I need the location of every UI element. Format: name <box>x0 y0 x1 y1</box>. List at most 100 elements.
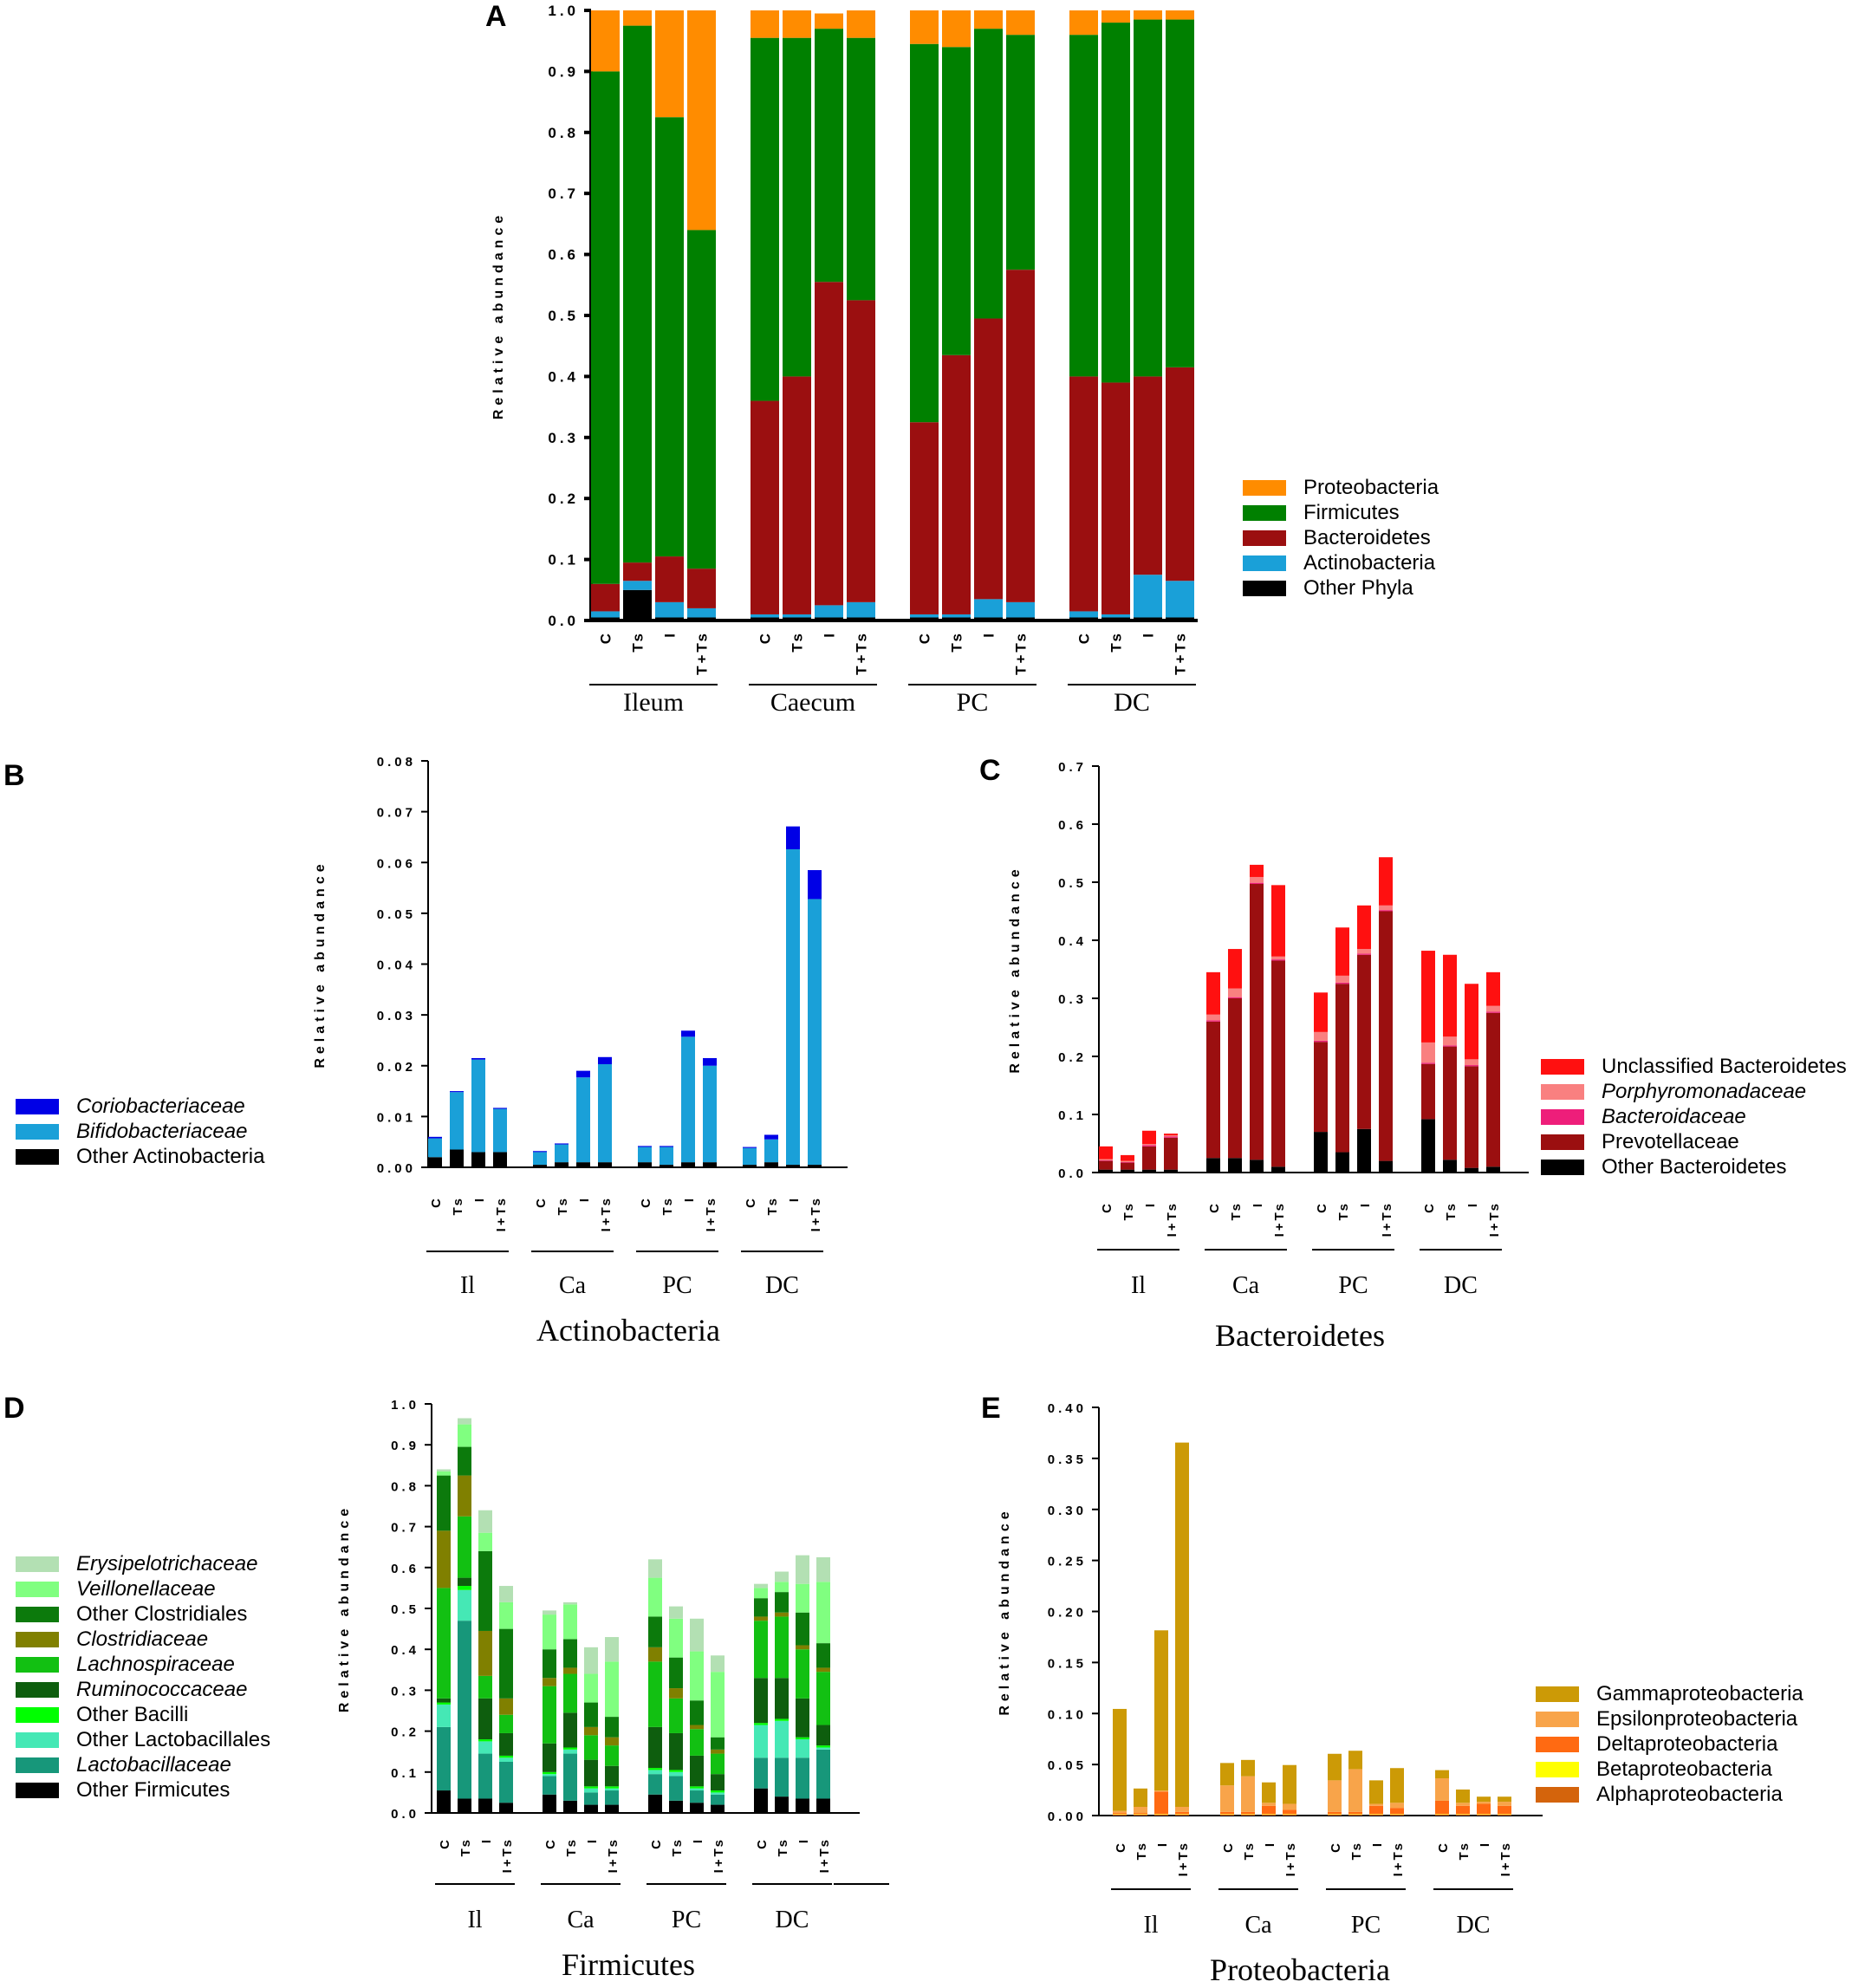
bar-segment-veillonellaceae <box>605 1661 619 1718</box>
bar-segment-bacteroidaceae <box>1357 953 1371 955</box>
bar-segment-other-phyla <box>1134 617 1162 620</box>
bar-segment-lachnospiraceae <box>437 1588 451 1699</box>
bar-segment-other-bacilli <box>543 1771 556 1775</box>
x-category-label: Ts <box>790 631 806 653</box>
bar-segment-prevotellaceae <box>1228 998 1242 1159</box>
legend-label: Actinobacteria <box>1303 550 1436 575</box>
bar-segment-veillonellaceae <box>563 1604 577 1640</box>
bar-segment-bifidobacteriaceae <box>428 1138 442 1158</box>
bar-segment-unclassified-bacteroidetes <box>1271 885 1285 957</box>
bar-segment-erysipelotrichaceae <box>584 1647 598 1674</box>
legend-item: Porphyromonadaceae <box>1541 1079 1847 1104</box>
bar-segment-epsilonproteobacteria <box>1328 1780 1342 1812</box>
bar-segment-betaproteobacteria <box>1390 1814 1404 1815</box>
bar-segment-other-phyla <box>783 617 811 620</box>
bar-segment-other-actinobacteria <box>638 1162 652 1167</box>
bar-segment-gammaproteobacteria <box>1348 1751 1362 1770</box>
bar-segment-erysipelotrichaceae <box>543 1610 556 1615</box>
bar-segment-ruminococcaceae <box>478 1698 492 1740</box>
bar-segment-lachnospiraceae <box>775 1616 789 1679</box>
bar-segment-other-actinobacteria <box>660 1165 673 1167</box>
legend-item: Alphaproteobacteria <box>1536 1782 1803 1807</box>
bar-segment-deltaproteobacteria <box>1134 1813 1147 1815</box>
bar-segment-other-bacilli <box>437 1702 451 1705</box>
legend-swatch <box>1536 1686 1579 1702</box>
legend-swatch <box>16 1731 59 1748</box>
bar-segment-lactobacillaceae <box>605 1790 619 1805</box>
bar-segment-gammaproteobacteria <box>1283 1764 1296 1804</box>
bar-segment-actinobacteria <box>687 607 716 618</box>
bar-segment-other-bacilli <box>796 1737 809 1740</box>
bar-segment-firmicutes <box>815 29 843 283</box>
bar-segment-alphaproteobacteria <box>1348 1814 1362 1816</box>
bar-segment-lactobacillaceae <box>563 1753 577 1801</box>
x-category-label: Ts <box>949 631 965 653</box>
bar-segment-ruminococcaceae <box>754 1678 768 1724</box>
x-category-label: Ts <box>1457 1841 1472 1860</box>
x-category-label: I+Ts <box>500 1837 515 1873</box>
bar-segment-coriobacteriaceae <box>576 1070 590 1078</box>
bar-segment-other-actinobacteria <box>598 1162 612 1167</box>
y-tick-label: 0.15 <box>1048 1656 1087 1671</box>
bar-segment-proteobacteria <box>623 10 652 26</box>
bar-segment-clostridiaceae <box>584 1726 598 1736</box>
bar-segment-actinobacteria <box>847 601 875 618</box>
bar-segment-coriobacteriaceae <box>555 1143 569 1145</box>
y-tick-label: 0.00 <box>377 1161 416 1176</box>
bar-segment-bacteroidetes <box>591 583 620 612</box>
x-category-label: C <box>757 631 774 644</box>
bar-segment-lactobacillaceae <box>775 1757 789 1797</box>
bar-segment-alphaproteobacteria <box>1283 1814 1296 1816</box>
x-group-label: PC <box>1351 1912 1381 1939</box>
bar-segment-coriobacteriaceae <box>638 1146 652 1147</box>
bar-segment-firmicutes <box>1134 19 1162 377</box>
bar-segment-firmicutes <box>751 37 779 401</box>
y-tick-label: 0.6 <box>548 247 579 263</box>
bar-segment-coriobacteriaceae <box>533 1151 547 1153</box>
bar-segment-other-lactobacillales <box>754 1725 768 1758</box>
legend-item: Bacteroidaceae <box>1541 1104 1847 1129</box>
bar-segment-other-firmicutes <box>584 1804 598 1813</box>
bar-segment-other-clostridiales <box>584 1702 598 1727</box>
bar-segment-other-bacteroidetes <box>1421 1119 1435 1173</box>
x-category-label: I <box>787 1196 802 1202</box>
bar-segment-other-clostridiales <box>605 1717 619 1738</box>
y-axis-label: Relative abundance <box>491 211 506 419</box>
bar-segment-other-actinobacteria <box>555 1162 569 1167</box>
legend-label: Proteobacteria <box>1303 475 1439 499</box>
y-tick-label: 0.10 <box>1048 1707 1087 1722</box>
legend-label: Gammaproteobacteria <box>1596 1681 1803 1705</box>
bar-segment-bacteroidetes <box>1006 270 1035 602</box>
y-tick-label: 0.03 <box>377 1009 416 1023</box>
bar-segment-epsilonproteobacteria <box>1348 1769 1362 1812</box>
bar-segment-epsilonproteobacteria <box>1134 1806 1147 1814</box>
legend-label: Veillonellaceae <box>76 1576 216 1601</box>
bar-segment-lachnospiraceae <box>605 1745 619 1766</box>
legend-item: Unclassified Bacteroidetes <box>1541 1054 1847 1079</box>
legend-item: Other Lactobacillales <box>16 1727 270 1752</box>
legend-label: Epsilonproteobacteria <box>1596 1706 1798 1731</box>
bar-segment-alphaproteobacteria <box>1477 1814 1491 1816</box>
bar-segment-other-phyla <box>623 589 652 620</box>
bar-segment-lactobacillaceae <box>754 1757 768 1789</box>
bar-segment-alphaproteobacteria <box>1456 1814 1470 1816</box>
bar-segment-unclassified-bacteroidetes <box>1443 954 1457 1037</box>
bar-segment-other-bacteroidetes <box>1486 1166 1500 1173</box>
y-tick-label: 0.0 <box>391 1807 419 1822</box>
x-category-label: I <box>1478 1841 1492 1847</box>
bar-segment-porphyromonadaceae <box>1465 1059 1478 1066</box>
bar-segment-bacteroidetes <box>783 376 811 614</box>
bar-segment-firmicutes <box>591 71 620 584</box>
x-category-label: Ts <box>1242 1841 1257 1860</box>
x-category-label: I <box>1358 1201 1373 1207</box>
bar-segment-deltaproteobacteria <box>1328 1811 1342 1815</box>
bar-segment-actinobacteria <box>1101 614 1130 618</box>
bar-segment-erysipelotrichaceae <box>499 1586 513 1602</box>
x-category-label: Ts <box>1336 1201 1351 1220</box>
x-category-label: I <box>1143 1201 1158 1207</box>
legend-swatch <box>1536 1761 1579 1777</box>
bar-segment-porphyromonadaceae <box>1164 1135 1178 1137</box>
bar-segment-lactobacillaceae <box>584 1792 598 1805</box>
bar-segment-porphyromonadaceae <box>1379 905 1393 911</box>
bar-segment-other-clostridiales <box>690 1700 704 1725</box>
